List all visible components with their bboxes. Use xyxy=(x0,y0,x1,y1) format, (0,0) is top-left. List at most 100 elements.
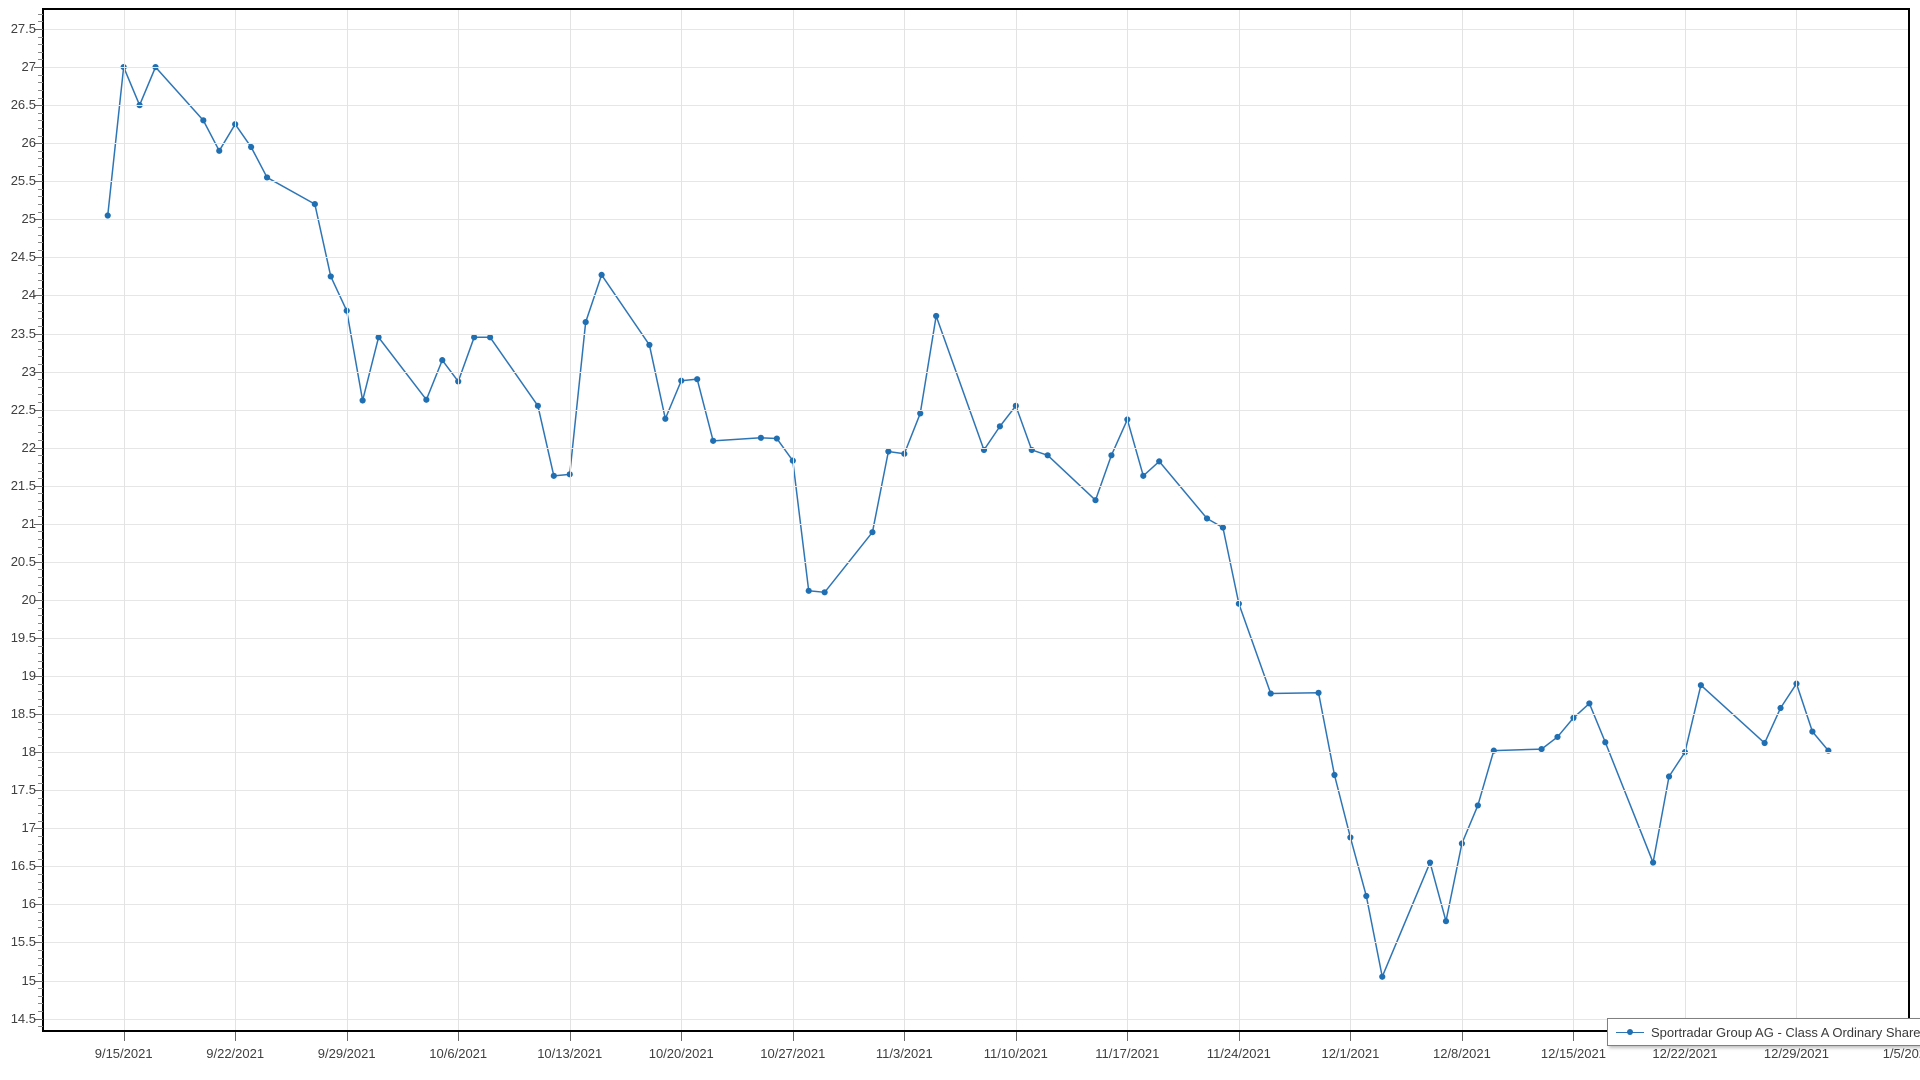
data-point-marker[interactable] xyxy=(805,587,812,594)
data-point-marker[interactable] xyxy=(311,201,318,208)
data-point-marker[interactable] xyxy=(1554,733,1561,741)
y-tick-minor xyxy=(38,873,43,875)
data-point-marker[interactable] xyxy=(869,529,876,536)
x-tick-major xyxy=(346,1032,348,1041)
y-tick-minor xyxy=(38,912,43,913)
data-point-marker[interactable] xyxy=(1777,704,1784,712)
x-tick-label: 10/13/2021 xyxy=(537,1046,603,1061)
y-tick-label: 26 xyxy=(21,135,36,151)
data-point-marker[interactable] xyxy=(200,117,207,124)
y-tick-label: 19.5 xyxy=(10,629,36,645)
data-point-marker[interactable] xyxy=(933,312,940,320)
gridline-vertical xyxy=(123,10,125,1030)
data-point-marker[interactable] xyxy=(917,410,924,417)
data-point-marker[interactable] xyxy=(582,318,589,326)
data-point-marker[interactable] xyxy=(1267,690,1274,697)
data-point-marker[interactable] xyxy=(550,472,557,479)
data-point-marker[interactable] xyxy=(1809,728,1816,735)
y-tick-major xyxy=(34,143,43,145)
data-point-marker[interactable] xyxy=(375,334,382,341)
data-point-marker[interactable] xyxy=(996,423,1004,430)
price-line-series xyxy=(104,63,1832,980)
data-point-marker[interactable] xyxy=(1156,458,1163,465)
gridline-horizontal xyxy=(44,637,1908,639)
data-point-marker[interactable] xyxy=(327,273,334,280)
data-point-marker[interactable] xyxy=(1044,452,1051,459)
y-tick-major xyxy=(34,714,43,716)
data-point-marker[interactable] xyxy=(646,341,653,349)
x-tick-major xyxy=(681,1032,683,1041)
data-point-marker[interactable] xyxy=(662,415,669,422)
x-tick-major xyxy=(123,1032,125,1041)
data-point-marker[interactable] xyxy=(1761,739,1768,747)
data-point-marker[interactable] xyxy=(1442,918,1450,925)
x-tick-major xyxy=(1015,1032,1017,1041)
chart-legend[interactable]: Sportradar Group AG - Class A Ordinary S… xyxy=(1607,1018,1920,1046)
x-tick-label: 11/10/2021 xyxy=(983,1046,1048,1061)
gridline-horizontal xyxy=(44,866,1908,868)
data-point-marker[interactable] xyxy=(1363,892,1370,900)
data-point-marker[interactable] xyxy=(216,147,223,154)
data-point-marker[interactable] xyxy=(1538,746,1545,753)
gridline-horizontal xyxy=(44,295,1908,297)
y-tick-minor xyxy=(38,478,43,480)
data-point-marker[interactable] xyxy=(359,397,366,404)
data-point-marker[interactable] xyxy=(1347,834,1354,841)
y-tick-minor xyxy=(38,805,43,807)
y-tick-minor xyxy=(38,394,43,396)
data-point-marker[interactable] xyxy=(1108,452,1115,459)
data-point-marker[interactable] xyxy=(1697,682,1704,689)
y-tick-minor xyxy=(38,630,43,632)
y-tick-minor xyxy=(38,767,43,769)
data-point-marker[interactable] xyxy=(1219,524,1227,531)
data-point-marker[interactable] xyxy=(1602,739,1609,746)
data-point-marker[interactable] xyxy=(104,212,111,219)
y-tick-minor xyxy=(38,1003,43,1005)
data-point-marker[interactable] xyxy=(1665,773,1673,780)
y-tick-label: 22 xyxy=(21,439,36,455)
data-point-marker[interactable] xyxy=(1586,700,1593,707)
data-point-marker[interactable] xyxy=(1140,472,1147,479)
data-point-marker[interactable] xyxy=(1092,497,1099,504)
data-point-marker[interactable] xyxy=(534,402,541,409)
y-tick-major xyxy=(34,1018,43,1020)
x-axis-line xyxy=(42,1030,1910,1032)
data-point-marker[interactable] xyxy=(757,434,765,441)
y-tick-minor xyxy=(38,112,43,114)
y-tick-minor xyxy=(38,500,43,502)
data-point-marker[interactable] xyxy=(248,143,255,151)
data-point-marker[interactable] xyxy=(471,334,478,341)
data-point-marker[interactable] xyxy=(1649,859,1657,866)
data-point-marker[interactable] xyxy=(439,357,446,364)
y-tick-label: 26.5 xyxy=(10,97,36,113)
data-point-marker[interactable] xyxy=(1331,771,1338,779)
data-point-marker[interactable] xyxy=(694,376,701,383)
y-tick-minor xyxy=(38,554,43,556)
y-tick-minor xyxy=(38,211,43,213)
y-tick-minor xyxy=(38,348,43,350)
y-tick-major xyxy=(34,523,43,525)
y-tick-minor xyxy=(38,546,43,548)
x-tick-label: 9/15/2021 xyxy=(94,1046,153,1061)
data-point-marker[interactable] xyxy=(423,396,430,403)
y-tick-minor xyxy=(38,919,43,921)
data-point-marker[interactable] xyxy=(598,271,605,278)
x-tick-label: 12/1/2021 xyxy=(1321,1046,1380,1061)
data-point-marker[interactable] xyxy=(773,435,780,442)
x-tick-label: 9/22/2021 xyxy=(206,1046,265,1061)
data-point-marker[interactable] xyxy=(1426,859,1434,866)
data-point-marker[interactable] xyxy=(1474,802,1481,809)
y-tick-minor xyxy=(38,934,43,936)
data-point-marker[interactable] xyxy=(1203,515,1211,522)
data-point-marker[interactable] xyxy=(1315,689,1322,696)
data-point-marker[interactable] xyxy=(885,448,892,455)
series-line xyxy=(106,66,1829,978)
y-tick-minor xyxy=(38,668,43,670)
data-point-marker[interactable] xyxy=(486,334,494,341)
plot-area xyxy=(42,8,1910,1032)
data-point-marker[interactable] xyxy=(710,437,717,444)
data-point-marker[interactable] xyxy=(1379,973,1386,980)
data-point-marker[interactable] xyxy=(821,589,828,596)
data-point-marker[interactable] xyxy=(263,174,271,181)
y-tick-minor xyxy=(38,470,43,472)
